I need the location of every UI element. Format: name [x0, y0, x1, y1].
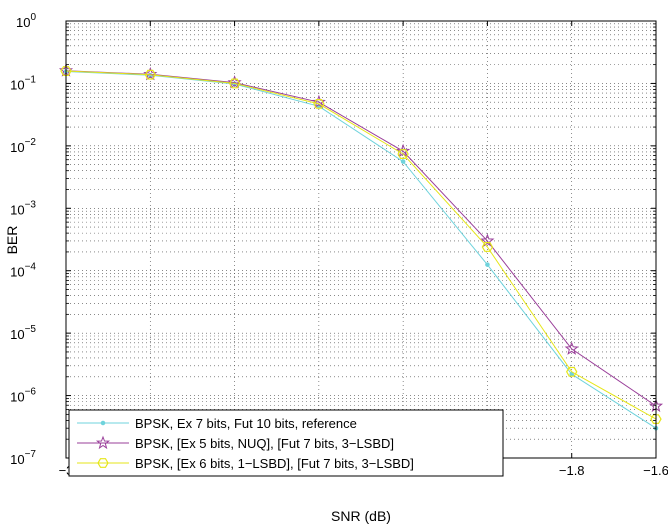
data-point: [228, 78, 241, 89]
x-axis-label: SNR (dB): [331, 508, 391, 524]
legend-item: BPSK, [Ex 5 bits, NUQ], [Fut 7 bits, 3−L…: [77, 435, 394, 451]
x-tick-label: −1.6: [643, 463, 668, 478]
legend-box: [68, 409, 504, 477]
data-point: [95, 435, 111, 450]
data-point: [400, 159, 406, 164]
data-point: [144, 69, 156, 80]
y-tick-label: 10−3: [10, 199, 36, 217]
series-line: [65, 70, 657, 420]
legend: BPSK, Ex 7 bits, Fut 10 bits, reference B…: [68, 409, 504, 477]
legend-label: BPSK, Ex 7 bits, Fut 10 bits, reference: [135, 416, 357, 431]
data-point: [485, 262, 490, 267]
legend-item: BPSK, Ex 7 bits, Fut 10 bits, reference: [77, 416, 357, 431]
y-tick-label: 10−7: [10, 449, 36, 467]
data-point: [97, 458, 109, 468]
data-point: [311, 94, 326, 109]
legend-item: BPSK, [Ex 6 bits, 1−LSBD], [Fut 7 bits, …: [77, 456, 414, 471]
series-line: [65, 71, 657, 429]
legend-label: BPSK, [Ex 6 bits, 1−LSBD], [Fut 7 bits, …: [135, 456, 414, 471]
y-tick-label: 10−6: [10, 387, 36, 405]
y-tick-label: 10−4: [10, 262, 36, 280]
y-axis-label: BER: [4, 226, 20, 255]
y-tick-label: 100: [16, 12, 36, 30]
y-tick-labels: 100 10−1 10−2 10−3 10−4 10−5 10−6 10−7: [10, 12, 36, 467]
data-point: [566, 366, 578, 377]
series-lines: [58, 63, 664, 431]
data-point: [564, 341, 579, 355]
x-tick-label: −1.8: [559, 463, 585, 478]
data-point: [650, 414, 662, 424]
data-point: [397, 149, 409, 159]
data-point: [227, 75, 242, 89]
data-point: [481, 242, 494, 252]
series-group: [60, 66, 662, 424]
legend-label: BPSK, [Ex 5 bits, NUQ], [Fut 7 bits, 3−L…: [135, 436, 394, 451]
data-point: [480, 233, 495, 247]
data-point: [313, 98, 325, 109]
data-point: [100, 420, 106, 426]
y-tick-label: 10−5: [10, 324, 36, 342]
y-tick-label: 10−2: [10, 137, 36, 155]
data-point: [60, 66, 72, 77]
y-tick-label: 10−1: [10, 74, 36, 92]
grid-lines: [66, 21, 656, 458]
